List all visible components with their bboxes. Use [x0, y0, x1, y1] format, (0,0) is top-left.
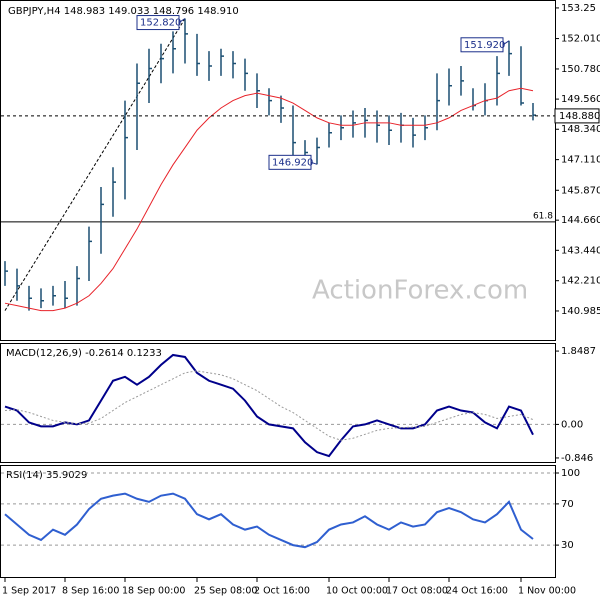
- macd-panel: [0, 343, 556, 463]
- price-panel: [0, 0, 556, 341]
- ohlc-bar: [280, 95, 284, 123]
- x-tick-label: 2 Oct 16:00: [254, 586, 310, 597]
- ohlc-bar: [532, 103, 536, 121]
- ohlc-bar: [52, 285, 56, 306]
- ohlc-bar: [412, 117, 416, 148]
- ohlc-bar: [148, 48, 152, 104]
- ohlc-bar: [160, 43, 164, 84]
- annotation-label: 146.920: [272, 157, 313, 168]
- ohlc-bar: [292, 105, 296, 155]
- indicator-line: [4, 353, 534, 458]
- y-tick-label: 143.440: [561, 245, 600, 256]
- rsi-panel: [0, 465, 556, 578]
- y-tick-label: 1.8487: [561, 346, 596, 357]
- x-tick-label: 8 Sep 16:00: [62, 586, 119, 597]
- fib-label: 61.8: [533, 211, 553, 221]
- ohlc-bar: [448, 68, 452, 106]
- ohlc-bar: [244, 58, 248, 91]
- last-price-label: 148.880: [559, 111, 600, 122]
- ohlc-bar: [40, 288, 44, 309]
- ohlc-bar: [196, 33, 200, 76]
- ohlc-bar: [268, 88, 272, 116]
- y-tick-label: -0.846: [561, 453, 593, 464]
- ohlc-bar: [256, 73, 260, 108]
- annotation-leader: [502, 40, 510, 46]
- ohlc-bar: [136, 63, 140, 150]
- y-tick-label: 142.210: [561, 276, 600, 287]
- ohlc-bar: [4, 261, 8, 286]
- ohlc-bar: [328, 122, 332, 148]
- annotation-label: 152.820: [140, 18, 181, 29]
- ohlc-bar: [400, 112, 404, 143]
- ohlc-bar: [172, 31, 176, 74]
- ohlc-bar: [340, 115, 344, 141]
- ohlc-bar: [28, 285, 32, 311]
- ohlc-bar: [112, 167, 116, 217]
- ohlc-bar: [100, 187, 104, 254]
- ohlc-bar: [352, 110, 356, 138]
- y-tick-label: 0.00: [561, 419, 583, 430]
- ohlc-bar: [424, 115, 428, 141]
- y-tick-label: 152.010: [561, 34, 600, 45]
- annotation-leader: [178, 18, 186, 23]
- ohlc-bar: [184, 18, 188, 64]
- x-tick-label: 1 Nov 00:00: [518, 586, 576, 597]
- ohlc-bar: [376, 110, 380, 143]
- annotation-label: 151.920: [464, 40, 505, 51]
- y-tick-label: 147.110: [561, 155, 600, 166]
- x-tick-label: 17 Oct 08:00: [386, 586, 448, 597]
- x-tick-label: 10 Oct 00:00: [326, 586, 388, 597]
- ohlc-bar: [316, 137, 320, 165]
- y-tick-label: 140.985: [561, 306, 600, 317]
- y-tick-label: 148.340: [561, 124, 600, 135]
- y-tick-label: 149.560: [561, 94, 600, 105]
- ohlc-bar: [220, 48, 224, 76]
- y-tick-label: 153.25: [561, 3, 596, 14]
- indicator-line: [4, 492, 534, 549]
- macd-title: MACD(12,26,9) -0.2614 0.1233: [6, 348, 162, 359]
- ohlc-bar: [460, 65, 464, 96]
- y-tick-label: 70: [561, 499, 574, 510]
- x-tick-label: 24 Oct 16:00: [446, 586, 508, 597]
- watermark: ActionForex.com: [312, 276, 528, 306]
- x-tick-label: 25 Sep 08:00: [194, 586, 257, 597]
- ohlc-bar: [472, 88, 476, 111]
- indicator-line: [4, 370, 534, 441]
- ohlc-bar: [520, 46, 524, 106]
- ohlc-bar: [388, 115, 392, 146]
- ohlc-bar: [232, 51, 236, 79]
- y-tick-label: 100: [561, 468, 580, 479]
- y-tick-label: 144.660: [561, 215, 600, 226]
- x-tick-label: 1 Sep 2017: [2, 586, 56, 597]
- ohlc-bar: [508, 40, 512, 76]
- y-tick-label: 145.870: [561, 185, 600, 196]
- trend-line: [4, 18, 186, 311]
- ohlc-bar: [16, 268, 20, 301]
- annotation-leader: [310, 161, 318, 165]
- ohlc-bar: [76, 266, 80, 306]
- ohlc-bar: [64, 280, 68, 309]
- x-tick-label: 18 Sep 00:00: [122, 586, 185, 597]
- ohlc-bar: [88, 226, 92, 281]
- y-tick-label: 30: [561, 540, 574, 551]
- last-price-box: [554, 108, 600, 124]
- y-tick-label: 150.780: [561, 64, 600, 75]
- ohlc-bar: [436, 73, 440, 131]
- price-title: GBPJPY,H4 148.983 149.033 148.796 148.91…: [8, 6, 239, 17]
- ohlc-bar: [124, 100, 128, 200]
- ohlc-bar: [496, 56, 500, 106]
- ohlc-bar: [484, 83, 488, 116]
- moving-average: [4, 87, 534, 312]
- ohlc-bar: [208, 51, 212, 81]
- rsi-title: RSI(14) 35.9029: [6, 470, 87, 481]
